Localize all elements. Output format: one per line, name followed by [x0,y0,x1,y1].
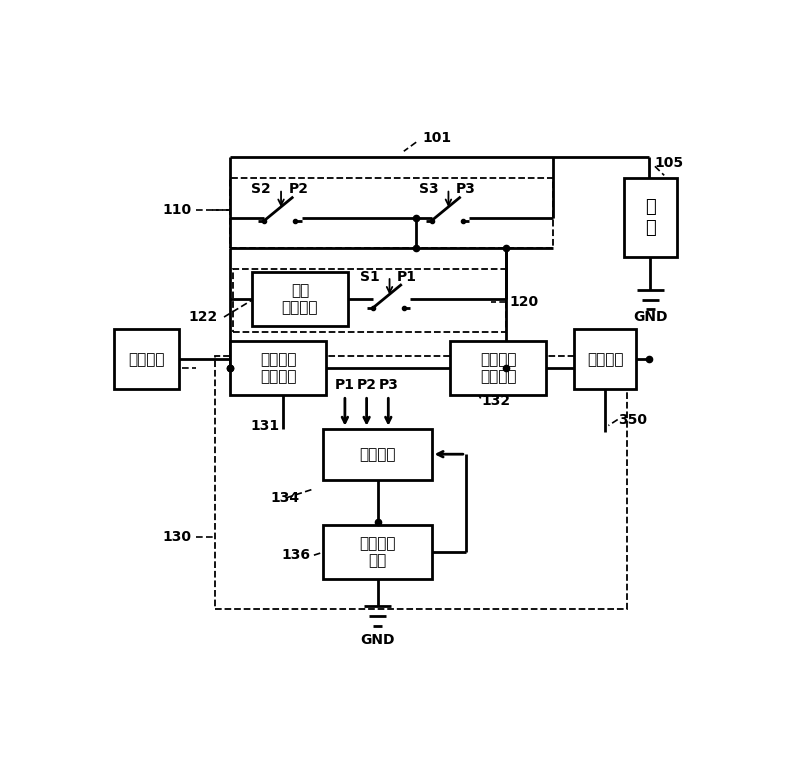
Bar [114,329,178,389]
Text: P1: P1 [335,378,355,392]
Text: 120: 120 [510,295,538,309]
Bar [450,341,546,395]
Bar [624,179,677,257]
Text: 第二电池
管理单元: 第二电池 管理单元 [480,352,517,384]
Text: 131: 131 [250,419,280,432]
Text: 电流
限制单元: 电流 限制单元 [282,283,318,315]
Text: P3: P3 [378,378,398,392]
Text: 130: 130 [162,530,191,544]
Text: P1: P1 [397,270,417,284]
Bar [323,525,432,579]
Text: S1: S1 [360,270,379,284]
Bar [230,179,553,247]
Text: 134: 134 [270,491,300,505]
Text: 超级电容: 超级电容 [128,352,165,366]
Text: S3: S3 [418,182,438,197]
Text: 132: 132 [482,395,510,409]
Bar [574,329,636,389]
Text: 136: 136 [282,548,310,562]
Text: 控制单元: 控制单元 [359,446,396,462]
Text: P3: P3 [456,182,476,197]
Bar [252,272,348,326]
Text: 二次电池: 二次电池 [587,352,623,366]
Text: 105: 105 [655,157,684,170]
Text: 340: 340 [127,361,156,375]
Text: 第一电池
管理单元: 第一电池 管理单元 [260,352,297,384]
Text: 110: 110 [162,203,191,217]
Text: 350: 350 [618,413,646,427]
Text: 101: 101 [422,132,451,145]
Text: 122: 122 [189,310,218,324]
Text: GND: GND [633,310,667,324]
Bar [214,356,627,609]
Bar [234,269,506,332]
Text: 负
载: 负 载 [645,198,656,237]
Text: P2: P2 [288,182,308,197]
Text: GND: GND [361,633,395,647]
Text: S2: S2 [251,182,271,197]
Bar [230,341,326,395]
Text: P2: P2 [357,378,377,392]
Text: 电流感测
单元: 电流感测 单元 [359,536,396,568]
Bar [323,428,432,480]
